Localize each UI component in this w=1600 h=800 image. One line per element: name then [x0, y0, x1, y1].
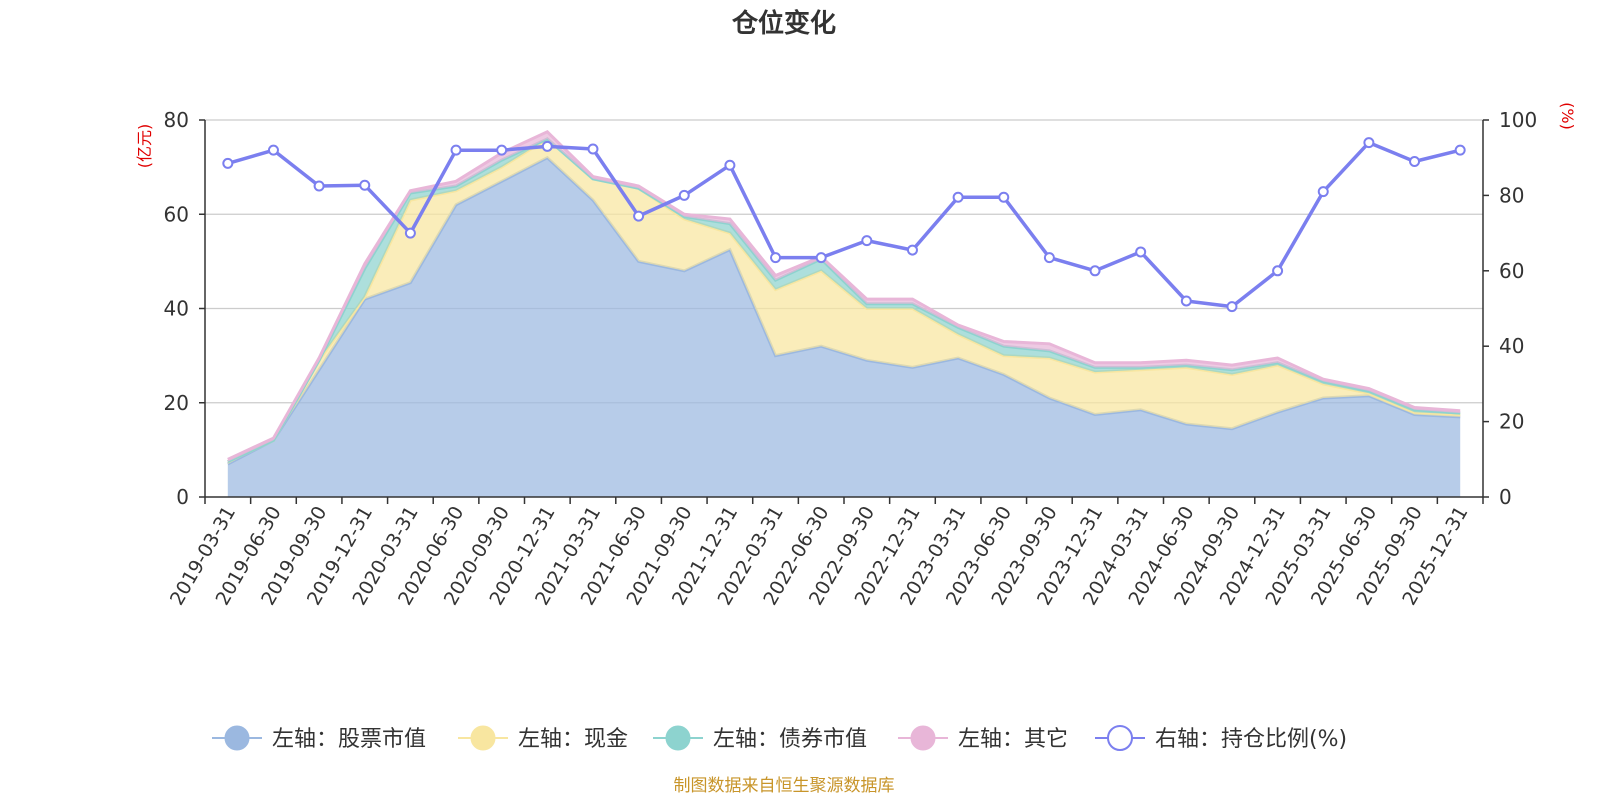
ratio-point	[1089, 265, 1101, 277]
legend-label: 左轴：现金	[518, 727, 628, 752]
legend-item[interactable]: 左轴：其它	[898, 725, 1068, 752]
right-tick-label: 20	[1499, 410, 1524, 434]
ratio-point	[633, 210, 645, 222]
ratio-point	[541, 140, 553, 152]
ratio-point	[267, 144, 279, 156]
legend-label: 左轴：股票市值	[272, 727, 426, 752]
ratio-point	[1409, 155, 1421, 167]
ratio-point	[952, 191, 964, 203]
area-左轴：现金	[227, 138, 1461, 464]
right-tick-label: 40	[1499, 334, 1524, 358]
left-tick-label: 20	[164, 391, 189, 415]
legend-item[interactable]: 左轴：股票市值	[212, 725, 426, 752]
ratio-point	[222, 157, 234, 169]
right-axis-unit: (%)	[1558, 102, 1577, 130]
ratio-point	[678, 189, 690, 201]
legend-item[interactable]: 左轴：债券市值	[653, 725, 867, 752]
left-tick-label: 80	[164, 108, 189, 132]
legend-label: 左轴：债券市值	[713, 727, 867, 752]
ratio-point	[496, 144, 508, 156]
area-edge-左轴：其它	[227, 130, 1461, 461]
ratio-point	[770, 252, 782, 264]
ratio-point	[1043, 252, 1055, 264]
legend-label: 左轴：其它	[958, 727, 1068, 752]
right-tick-label: 100	[1499, 108, 1537, 132]
ratio-point	[1272, 265, 1284, 277]
left-tick-label: 40	[164, 297, 189, 321]
ratio-point	[998, 191, 1010, 203]
left-axis-unit: (亿元)	[135, 124, 154, 169]
legend[interactable]: 左轴：股票市值 左轴：现金 左轴：债券市值 左轴：其它 右轴：持仓比例(%)	[212, 725, 1347, 752]
right-tick-label: 60	[1499, 259, 1524, 283]
ratio-point	[313, 180, 325, 192]
ratio-point	[404, 227, 416, 239]
position-ratio-line	[222, 137, 1466, 313]
ratio-point	[1454, 144, 1466, 156]
ratio-line-path	[227, 140, 1461, 309]
legend-marker	[1107, 725, 1133, 751]
right-tick-label: 0	[1499, 485, 1512, 509]
ratio-point	[1226, 301, 1238, 313]
ratio-point	[587, 143, 599, 155]
source-note: 制图数据来自恒生聚源数据库	[674, 776, 895, 796]
ratio-point	[906, 244, 918, 256]
legend-item[interactable]: 右轴：持仓比例(%)	[1095, 725, 1347, 752]
area-左轴：股票市值	[227, 157, 1461, 497]
ratio-point	[1363, 137, 1375, 149]
legend-label: 右轴：持仓比例(%)	[1155, 727, 1347, 752]
ratio-point	[861, 235, 873, 247]
ratio-point	[1317, 186, 1329, 198]
legend-marker	[910, 725, 936, 751]
legend-marker	[665, 725, 691, 751]
ratio-point	[724, 159, 736, 171]
chart-title: 仓位变化	[731, 8, 836, 39]
stacked-areas	[227, 130, 1461, 497]
left-tick-label: 60	[164, 202, 189, 226]
left-tick-label: 0	[176, 485, 189, 509]
ratio-point	[1180, 295, 1192, 307]
ratio-point	[815, 252, 827, 264]
ratio-point	[359, 179, 371, 191]
right-tick-label: 80	[1499, 183, 1524, 207]
legend-marker	[224, 725, 250, 751]
legend-item[interactable]: 左轴：现金	[458, 725, 628, 752]
ratio-point	[450, 144, 462, 156]
legend-marker	[470, 725, 496, 751]
ratio-point	[1135, 246, 1147, 258]
